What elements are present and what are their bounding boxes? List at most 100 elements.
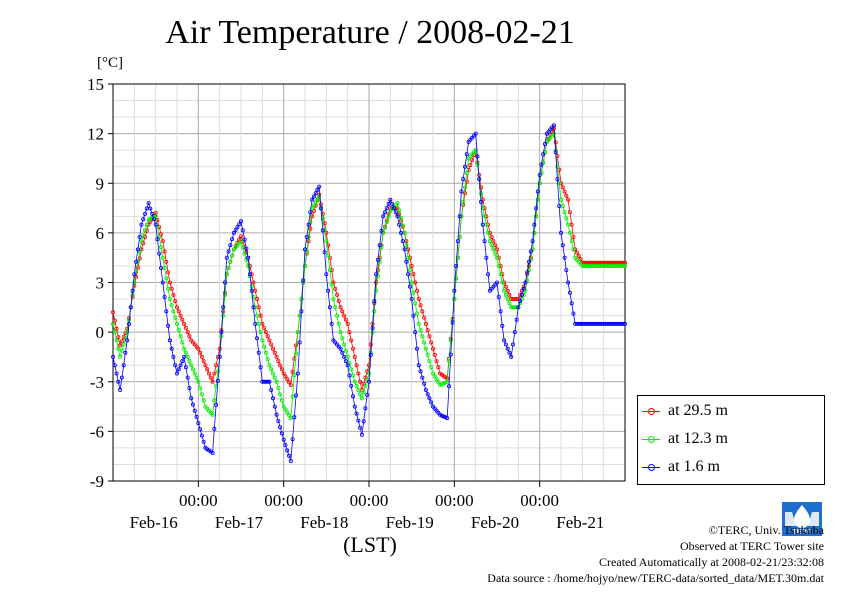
data-point	[559, 197, 564, 202]
data-point	[411, 313, 416, 318]
data-point	[187, 334, 192, 339]
data-point	[142, 228, 147, 233]
data-point	[196, 421, 201, 426]
x-tick-time-label: 00:00	[520, 491, 559, 510]
data-point	[146, 201, 151, 206]
data-point	[274, 412, 279, 417]
data-point	[413, 301, 418, 306]
data-point	[178, 363, 183, 368]
data-point	[189, 396, 194, 401]
data-point	[372, 299, 377, 304]
data-point	[347, 373, 352, 378]
data-point	[430, 346, 435, 351]
data-point	[160, 239, 165, 244]
data-point	[153, 214, 158, 219]
data-point	[420, 375, 425, 380]
data-point	[164, 276, 169, 281]
data-point	[199, 433, 204, 438]
data-point	[505, 296, 510, 301]
data-point	[514, 296, 519, 301]
data-point	[278, 425, 283, 430]
data-point	[192, 408, 197, 413]
data-point	[356, 418, 361, 423]
data-point	[162, 249, 167, 254]
data-point	[111, 354, 116, 359]
data-point	[354, 411, 359, 416]
data-point	[315, 197, 320, 202]
y-tick-label: 0	[96, 323, 105, 342]
data-point	[119, 339, 124, 344]
data-point	[155, 237, 160, 242]
data-point	[174, 321, 179, 326]
y-tick-label: 3	[96, 274, 105, 293]
data-point	[208, 375, 213, 380]
data-point	[326, 288, 331, 293]
data-point	[363, 406, 368, 411]
data-point	[253, 321, 258, 326]
data-point	[342, 313, 347, 318]
x-axis-label: (LST)	[343, 532, 397, 557]
data-point	[470, 158, 475, 163]
data-point	[118, 343, 123, 348]
data-point	[381, 214, 386, 219]
data-point	[173, 315, 178, 320]
data-point	[575, 250, 580, 255]
data-point	[509, 354, 514, 359]
data-point	[247, 272, 252, 277]
data-point	[507, 301, 512, 306]
data-point	[349, 367, 354, 372]
logo-text: TERC	[792, 529, 811, 536]
data-point	[240, 228, 245, 233]
data-point	[541, 152, 546, 157]
data-point	[224, 272, 229, 277]
data-point	[478, 191, 483, 196]
data-point	[246, 263, 251, 268]
data-point	[233, 227, 238, 232]
data-point	[623, 321, 628, 326]
data-point	[494, 255, 499, 260]
data-point	[238, 234, 243, 239]
data-point	[366, 371, 371, 376]
data-point	[262, 344, 267, 349]
legend-item-29-5m: at 29.5 m	[638, 402, 824, 422]
data-point	[340, 309, 345, 314]
x-date-label: Feb-16	[130, 513, 178, 532]
y-axis-unit: [°C]	[97, 55, 123, 71]
data-point	[288, 459, 293, 464]
data-point	[498, 309, 503, 314]
data-point	[571, 247, 576, 252]
data-point	[294, 393, 299, 398]
data-point	[135, 247, 140, 252]
data-point	[231, 230, 236, 235]
data-point	[228, 259, 233, 264]
data-point	[423, 321, 428, 326]
data-point	[350, 346, 355, 351]
data-point	[382, 225, 387, 230]
data-point	[489, 243, 494, 248]
data-point	[112, 318, 117, 323]
data-point	[425, 328, 430, 333]
data-point	[139, 222, 144, 227]
y-tick-label: -6	[90, 422, 104, 441]
data-point	[434, 377, 439, 382]
data-point	[427, 396, 432, 401]
data-point	[190, 402, 195, 407]
data-point	[555, 164, 560, 169]
data-point	[295, 330, 300, 335]
data-point	[349, 338, 354, 343]
data-point	[553, 140, 558, 145]
data-point	[201, 398, 206, 403]
y-tick-label: 12	[87, 125, 104, 144]
data-point	[571, 234, 576, 239]
data-point	[169, 346, 174, 351]
data-point	[420, 334, 425, 339]
data-point	[345, 321, 350, 326]
data-point	[221, 313, 226, 318]
data-point	[402, 247, 407, 252]
data-point	[409, 296, 414, 301]
data-point	[414, 288, 419, 293]
data-point	[507, 350, 512, 355]
series-layer	[111, 123, 628, 464]
data-point	[464, 179, 469, 184]
data-point	[116, 379, 121, 384]
